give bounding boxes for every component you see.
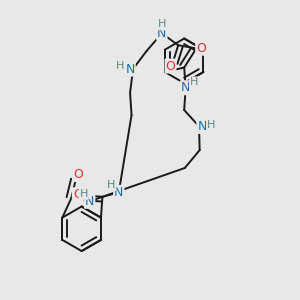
Text: O: O <box>196 42 206 55</box>
Text: O: O <box>166 59 176 73</box>
Text: O: O <box>74 168 84 181</box>
Text: H: H <box>207 120 216 130</box>
Text: N: N <box>85 195 94 208</box>
Text: H: H <box>116 61 125 71</box>
Text: O: O <box>73 188 83 201</box>
Text: H: H <box>80 189 88 199</box>
Text: N: N <box>181 81 190 94</box>
Text: N: N <box>125 62 135 76</box>
Text: H: H <box>107 180 116 190</box>
Text: N: N <box>157 27 167 40</box>
Text: H: H <box>190 77 198 87</box>
Text: H: H <box>158 20 166 29</box>
Text: N: N <box>114 186 124 199</box>
Text: N: N <box>197 120 207 133</box>
